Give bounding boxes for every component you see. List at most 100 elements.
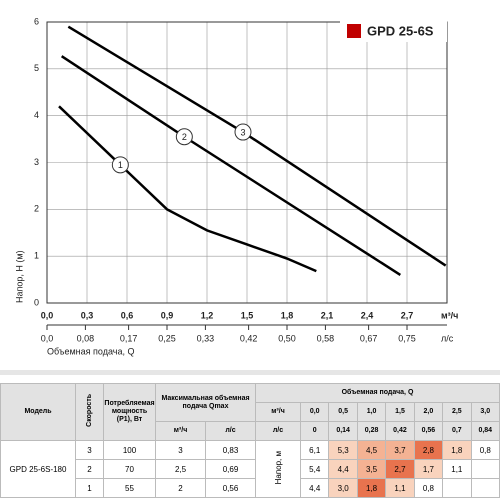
header-cell: Скорость bbox=[75, 383, 104, 441]
x-tick-label: 2,4 bbox=[361, 310, 374, 320]
header-cell: л/с bbox=[255, 421, 301, 441]
x2-tick-label: 0,0 bbox=[41, 333, 54, 343]
cell bbox=[470, 478, 500, 498]
cell: 5,4 bbox=[299, 459, 330, 479]
x2-tick-label: 0,75 bbox=[398, 333, 416, 343]
legend-box bbox=[340, 20, 447, 42]
header-cell: 3,0 bbox=[470, 402, 500, 422]
y-tick-label: 6 bbox=[34, 16, 39, 26]
y-tick-label: 5 bbox=[34, 63, 39, 73]
x-tick-label: 0,3 bbox=[81, 310, 94, 320]
x2-unit: л/с bbox=[441, 333, 454, 343]
x-tick-label: 0,6 bbox=[121, 310, 134, 320]
y-tick-label: 2 bbox=[34, 204, 39, 214]
cell: 1,1 bbox=[385, 478, 415, 498]
table-row: 2 70 2,5 0,69 5,4 4,4 3,5 2,7 1,7 1,1 bbox=[1, 459, 500, 479]
y-tick-label: 0 bbox=[34, 297, 39, 307]
header-cell: 0,56 bbox=[413, 421, 444, 441]
table-row: 1 55 2 0,56 4,4 3,0 1,8 1,1 0,8 bbox=[1, 478, 500, 498]
cell: 0,8 bbox=[470, 440, 500, 460]
chart: 0 1 2 3 4 5 6 0,0 0,3 0,6 0,9 1,2 1,5 1,8 2,1 2,4 2,7 0,0… bbox=[0, 16, 500, 375]
y-axis-label: Напор, Н (м) bbox=[14, 250, 24, 303]
header-cell: 2,5 bbox=[442, 402, 472, 422]
header-cell: 2,0 bbox=[413, 402, 444, 422]
separator bbox=[0, 370, 500, 375]
cell: 1,8 bbox=[356, 478, 387, 498]
x-tick-label: 0,0 bbox=[41, 310, 54, 320]
curve-marker bbox=[175, 128, 193, 146]
cell: 2 bbox=[75, 459, 104, 479]
curve bbox=[67, 25, 447, 267]
y-tick-label: 3 bbox=[34, 157, 39, 167]
cell: 2 bbox=[155, 478, 206, 498]
x2-tick-label: 0,25 bbox=[158, 333, 176, 343]
curve-label: 3 bbox=[240, 127, 245, 137]
cell: 0,83 bbox=[205, 440, 256, 460]
y-tick-label: 1 bbox=[34, 251, 39, 261]
curve-marker bbox=[234, 123, 252, 141]
vertical-text: Напор, м bbox=[273, 451, 283, 485]
cell: 3,5 bbox=[356, 459, 387, 479]
cell: 3 bbox=[75, 440, 104, 460]
x-tick-label: 0,9 bbox=[161, 310, 174, 320]
x2-tick-label: 0,33 bbox=[197, 333, 215, 343]
x-tick-label: 1,2 bbox=[201, 310, 214, 320]
x2-tick-label: 0,17 bbox=[120, 333, 138, 343]
cell bbox=[470, 459, 500, 479]
curve-label: 1 bbox=[118, 160, 123, 170]
cell: 3 bbox=[155, 440, 206, 460]
curve-marker bbox=[111, 156, 129, 174]
header-cell: Потребляемая мощность (P1), Вт bbox=[103, 383, 156, 441]
cell: Напор, м bbox=[255, 440, 301, 498]
cell: 3,0 bbox=[328, 478, 358, 498]
legend-label: GPD 25-6S bbox=[367, 23, 434, 38]
curve-label: 2 bbox=[182, 132, 187, 142]
cell: 1,8 bbox=[442, 440, 472, 460]
header-cell: м³/ч bbox=[155, 421, 206, 441]
header-cell: 0,14 bbox=[328, 421, 358, 441]
cell: GPD 25-6S-180 bbox=[0, 440, 76, 498]
x2-tick-label: 0,42 bbox=[240, 333, 258, 343]
x2-tick-label: 0,08 bbox=[77, 333, 95, 343]
cell: 4,4 bbox=[299, 478, 330, 498]
x-tick-label: 1,8 bbox=[281, 310, 294, 320]
cell: 4,4 bbox=[328, 459, 358, 479]
cell: 0,8 bbox=[413, 478, 444, 498]
x-tick-label: 2,7 bbox=[401, 310, 414, 320]
cell: 6,1 bbox=[299, 440, 330, 460]
header-cell: 0,5 bbox=[328, 402, 358, 422]
cell: 3,7 bbox=[385, 440, 415, 460]
header-cell: м³/ч bbox=[255, 402, 301, 422]
y-tick-label: 4 bbox=[34, 110, 39, 120]
header-cell: л/с bbox=[205, 421, 256, 441]
cell: 1 bbox=[75, 478, 104, 498]
header-cell: 0 bbox=[299, 421, 330, 441]
cell: 100 bbox=[103, 440, 156, 460]
header-cell: 0,84 bbox=[470, 421, 500, 441]
header-cell: Модель bbox=[0, 383, 76, 441]
header-cell: 0,7 bbox=[442, 421, 472, 441]
x-tick-label: 1,5 bbox=[241, 310, 254, 320]
x-unit: м³/ч bbox=[441, 310, 458, 320]
cell: 2,7 bbox=[385, 459, 415, 479]
table-row: GPD 25-6S-180 3 100 3 0,83 Напор, м 6,1 5,3 4,5 3… bbox=[0, 440, 500, 498]
x2-tick-label: 0,67 bbox=[360, 333, 378, 343]
x-tick-label: 2,1 bbox=[321, 310, 334, 320]
header-cell: 0,28 bbox=[356, 421, 387, 441]
header-cell: 0,42 bbox=[385, 421, 415, 441]
cell: 5,3 bbox=[328, 440, 358, 460]
plot-frame bbox=[46, 21, 448, 304]
header-cell: 1,5 bbox=[385, 402, 415, 422]
cell: 55 bbox=[103, 478, 156, 498]
x2-tick-label: 0,50 bbox=[278, 333, 296, 343]
header-cell: Объемная подача, Q bbox=[255, 383, 500, 403]
cell: 0,69 bbox=[205, 459, 256, 479]
x-axis-label: Объемная подача, Q bbox=[47, 346, 134, 356]
header-cell: 0,0 bbox=[299, 402, 330, 422]
cell: 2,5 bbox=[155, 459, 206, 479]
x2-tick-label: 0,58 bbox=[317, 333, 335, 343]
header-cell: 1,0 bbox=[356, 402, 387, 422]
cell bbox=[442, 478, 472, 498]
cell: 0,56 bbox=[205, 478, 256, 498]
